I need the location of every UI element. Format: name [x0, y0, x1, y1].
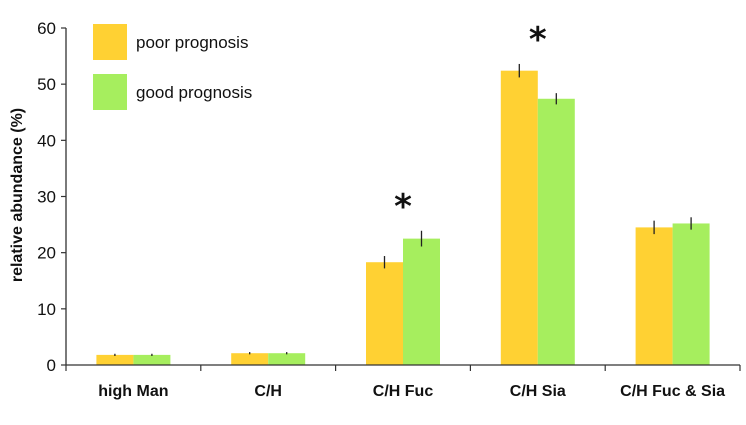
y-tick-label: 20	[37, 244, 56, 263]
bar-good-prognosis	[268, 353, 306, 365]
x-tick-label: C/H Sia	[510, 383, 566, 400]
bar-poor-prognosis	[231, 353, 269, 365]
x-tick-label: C/H Fuc & Sia	[620, 383, 725, 400]
legend-swatch-poor-prognosis	[93, 24, 127, 60]
x-tick-label: C/H Fuc	[373, 383, 434, 400]
bar-poor-prognosis	[96, 354, 134, 365]
bar-poor-prognosis	[500, 70, 538, 365]
legend-swatch-good-prognosis	[93, 74, 127, 110]
bar-poor-prognosis	[366, 262, 403, 365]
bar-poor-prognosis	[635, 227, 673, 365]
x-tick-label: C/H	[254, 383, 282, 400]
y-axis-label: relative abundance (%)	[9, 108, 26, 282]
y-axis-ticks: 0 10 20 30 40 50 60	[37, 19, 66, 375]
bar-good-prognosis	[133, 354, 171, 365]
legend-label: poor prognosis	[136, 33, 248, 52]
legend: poor prognosis good prognosis	[93, 24, 252, 110]
bar-good-prognosis	[403, 238, 440, 365]
bar-good-prognosis	[672, 223, 710, 365]
x-axis-ticks: high Man C/H C/H Fuc C/H Sia C/H Fuc & Sia	[65, 365, 741, 400]
y-tick-label: 0	[47, 356, 56, 375]
y-tick-label: 50	[37, 75, 56, 94]
significance-asterisk: *	[529, 20, 547, 60]
significance-markers: **	[394, 20, 547, 227]
y-tick-label: 60	[37, 19, 56, 38]
legend-label: good prognosis	[136, 83, 252, 102]
error-bars	[114, 63, 692, 357]
y-tick-label: 30	[37, 188, 56, 207]
y-tick-label: 10	[37, 300, 56, 319]
bars	[96, 70, 710, 366]
y-tick-label: 40	[37, 131, 56, 150]
x-tick-label: high Man	[98, 383, 168, 400]
significance-asterisk: *	[394, 187, 412, 227]
bar-good-prognosis	[537, 98, 575, 366]
